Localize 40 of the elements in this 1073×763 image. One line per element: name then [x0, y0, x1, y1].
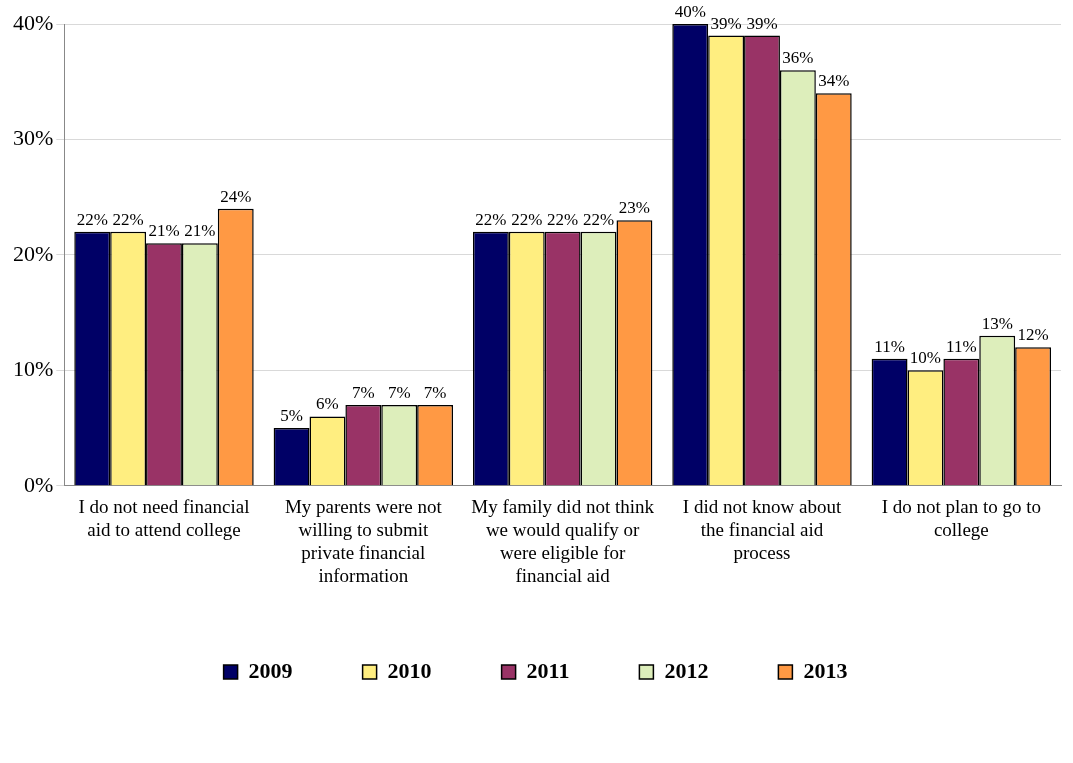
- data-label: 22%: [547, 209, 579, 229]
- legend-label: 2013: [803, 657, 848, 683]
- legend-label: 2010: [387, 657, 432, 683]
- data-label: 7%: [351, 382, 375, 402]
- data-label: 39%: [746, 13, 778, 33]
- data-label: 11%: [874, 336, 905, 356]
- data-label: 22%: [112, 209, 144, 229]
- data-label: 40%: [674, 1, 706, 21]
- y-tick-label: 10%: [13, 356, 54, 382]
- data-label: 13%: [981, 313, 1013, 333]
- data-label: 21%: [184, 221, 216, 241]
- data-label: 23%: [618, 198, 651, 218]
- legend-label: 2011: [526, 657, 570, 683]
- y-tick-label: 20%: [13, 240, 54, 266]
- data-label: 21%: [148, 221, 180, 241]
- data-label: 22%: [582, 209, 615, 229]
- data-label: 7%: [387, 382, 411, 402]
- x-tick-label: My parents were not willing to submit private financial information: [284, 496, 443, 586]
- data-label: 7%: [423, 382, 447, 402]
- data-label: 34%: [818, 71, 850, 91]
- data-label: 39%: [710, 13, 742, 33]
- data-label: 10%: [909, 348, 942, 368]
- x-tick-label: I do not need financial aid to attend college: [78, 496, 250, 540]
- legend-label: 2012: [664, 657, 709, 683]
- y-tick-label: 0%: [24, 471, 54, 497]
- x-tick-label: My family did not think we would qualify or were eligible for financial aid: [471, 496, 655, 586]
- data-label: 22%: [76, 209, 108, 229]
- data-label: 22%: [511, 209, 543, 229]
- y-tick-label: 40%: [13, 9, 54, 35]
- data-label: 5%: [280, 406, 303, 426]
- data-label: 36%: [782, 48, 814, 68]
- y-tick-label: 30%: [13, 125, 54, 151]
- data-label: 24%: [220, 186, 252, 206]
- data-label: 6%: [316, 394, 339, 414]
- data-label: 11%: [946, 336, 977, 356]
- x-tick-label: I do not plan to go to college: [881, 496, 1042, 540]
- data-label: 12%: [1017, 325, 1049, 345]
- x-tick-label: I did not know about the financial aid process: [682, 496, 842, 563]
- data-label: 22%: [475, 209, 507, 229]
- legend-label: 2009: [248, 657, 293, 683]
